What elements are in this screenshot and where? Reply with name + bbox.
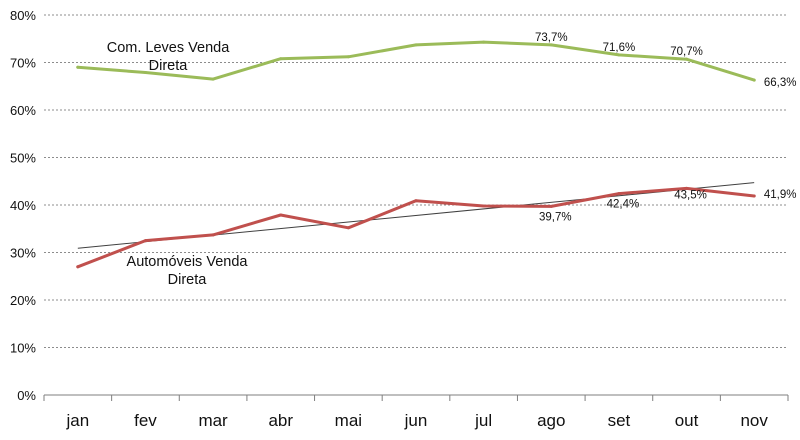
data-point [482,204,486,208]
y-tick-label: 40% [10,198,36,213]
data-label: 73,7% [535,32,568,44]
data-point [685,57,689,61]
data-label: 42,4% [607,199,640,211]
series-name-label: Com. Leves Venda [107,40,230,56]
data-point [752,78,756,82]
data-point [617,192,621,196]
x-tick-label: nov [740,411,768,430]
series-layer [76,40,756,269]
series-name-label: Direta [168,272,208,288]
x-tick-label: mai [335,411,362,430]
data-label: 39,7% [539,211,572,223]
grid-lines [44,14,788,348]
x-tick-label: jul [474,411,492,430]
data-point [414,199,418,203]
labels-layer: Com. Leves Venda Direta Automóveis Venda Di… [107,32,797,288]
x-tick-label: abr [268,411,293,430]
data-point [414,43,418,47]
data-label: 71,6% [603,42,636,54]
y-tick-label: 50% [10,151,36,166]
x-tick-label: out [675,411,699,430]
data-point [279,57,283,61]
x-tick-label: ago [537,411,565,430]
data-point [482,40,486,44]
data-point [279,213,283,217]
data-point [549,204,553,208]
data-point [617,53,621,57]
y-tick-label: 10% [10,341,36,356]
data-point [346,55,350,59]
data-label: 43,5% [674,189,707,201]
y-tick-label: 20% [10,293,36,308]
y-tick-label: 60% [10,103,36,118]
x-tick-label: jan [65,411,89,430]
series-name-label: Direta [149,58,189,74]
data-point [211,233,215,237]
data-point [549,43,553,47]
x-tick-label: set [608,411,631,430]
y-tick-label: 0% [17,388,36,403]
y-tick-label: 70% [10,56,36,71]
data-point [143,70,147,74]
x-tick-label: jun [404,411,428,430]
data-point [76,65,80,69]
y-tick-label: 30% [10,246,36,261]
x-tick-label: fev [134,411,157,430]
data-point [346,226,350,230]
series-name-label: Automóveis Venda [127,254,249,270]
y-axis-ticks: 0% 10% 20% 30% 40% 50% 60% 70% 80% [10,8,36,403]
y-tick-label: 80% [10,8,36,23]
data-label: 41,9% [764,189,797,201]
x-axis: jan fev mar abr mai jun jul ago set out nov [43,394,789,430]
data-point [76,265,80,269]
data-label: 66,3% [764,77,797,89]
data-label: 70,7% [670,46,703,58]
data-point [685,186,689,190]
data-point [143,239,147,243]
data-point [752,194,756,198]
x-tick-label: mar [198,411,228,430]
data-point [211,77,215,81]
